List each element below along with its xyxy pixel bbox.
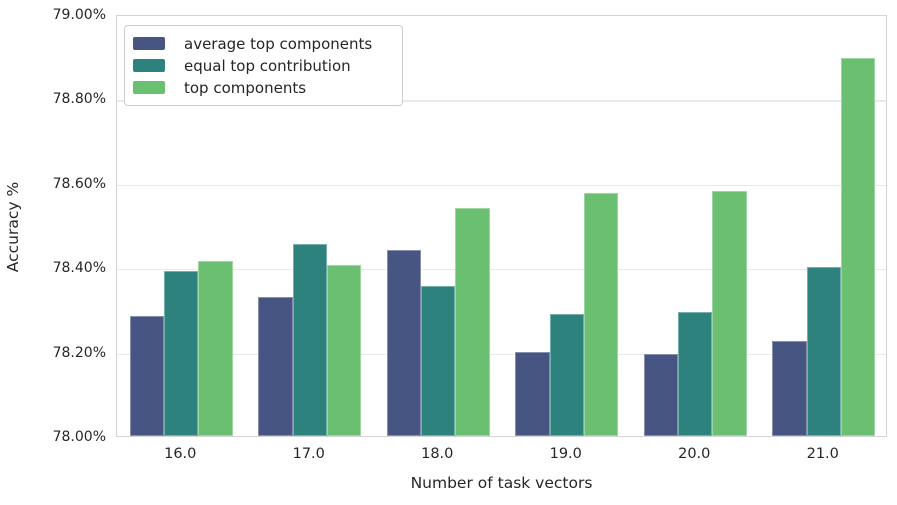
y-tick-label: 79.00% bbox=[52, 7, 106, 23]
bar-average-top-components-x18.0 bbox=[386, 250, 422, 436]
legend-item-equal-top-contribution: equal top contribution bbox=[133, 55, 390, 76]
legend-swatch-equal-top-contribution bbox=[133, 59, 165, 72]
bar-average-top-components-x21.0 bbox=[772, 341, 807, 436]
bar-average-top-components-x20.0 bbox=[643, 353, 679, 436]
bar-top-components-x21.0 bbox=[840, 58, 876, 436]
bar-top-components-x17.0 bbox=[326, 265, 362, 436]
legend-swatch-average-top-components bbox=[133, 37, 165, 50]
y-tick-label: 78.20% bbox=[52, 344, 106, 361]
gridline bbox=[117, 184, 886, 186]
legend-label: equal top contribution bbox=[184, 56, 351, 75]
bar-equal-top-contribution-x17.0 bbox=[292, 244, 327, 436]
y-tick-label: 78.40% bbox=[52, 260, 106, 277]
bar-average-top-components-x19.0 bbox=[515, 351, 550, 436]
bar-top-components-x20.0 bbox=[712, 191, 747, 436]
legend-item-average-top-components: average top components bbox=[133, 33, 390, 54]
x-tick-label: 20.0 bbox=[678, 446, 711, 462]
legend-item-top-components: top components bbox=[133, 77, 390, 98]
chart-legend: average top components equal top contrib… bbox=[124, 25, 403, 106]
bar-equal-top-contribution-x21.0 bbox=[806, 267, 841, 436]
legend-swatch-top-components bbox=[133, 81, 165, 94]
y-tick-label: 78.80% bbox=[52, 91, 106, 108]
bar-top-components-x19.0 bbox=[583, 193, 619, 436]
y-tick-label: 78.60% bbox=[52, 175, 106, 192]
bar-equal-top-contribution-x16.0 bbox=[164, 271, 199, 436]
bar-equal-top-contribution-x20.0 bbox=[678, 311, 713, 436]
gridline bbox=[117, 353, 886, 355]
x-axis-label: Number of task vectors bbox=[410, 474, 593, 492]
bar-equal-top-contribution-x19.0 bbox=[549, 313, 584, 436]
bar-equal-top-contribution-x18.0 bbox=[421, 286, 456, 436]
gridline bbox=[117, 100, 886, 102]
bar-top-components-x16.0 bbox=[198, 260, 233, 436]
bar-top-components-x18.0 bbox=[455, 208, 490, 436]
x-tick-label: 18.0 bbox=[421, 446, 454, 462]
y-tick-label: 78.00% bbox=[52, 429, 106, 445]
bar-average-top-components-x16.0 bbox=[129, 315, 165, 436]
x-tick-label: 17.0 bbox=[292, 446, 325, 462]
x-tick-label: 21.0 bbox=[806, 446, 839, 462]
gridline bbox=[117, 269, 886, 271]
bar-average-top-components-x17.0 bbox=[258, 296, 293, 436]
x-tick-label: 19.0 bbox=[549, 446, 582, 462]
legend-label: average top components bbox=[184, 34, 373, 53]
legend-label: top components bbox=[184, 78, 307, 97]
plot-area bbox=[116, 15, 887, 437]
x-tick-label: 16.0 bbox=[164, 446, 197, 462]
